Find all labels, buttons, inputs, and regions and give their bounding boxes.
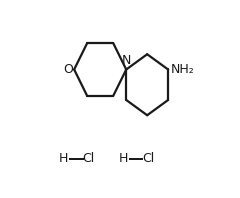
Text: N: N (121, 54, 131, 67)
Text: O: O (63, 63, 73, 76)
Text: H: H (59, 152, 68, 165)
Text: NH₂: NH₂ (171, 63, 195, 76)
Text: H: H (118, 152, 128, 165)
Text: Cl: Cl (83, 152, 95, 165)
Text: Cl: Cl (142, 152, 154, 165)
